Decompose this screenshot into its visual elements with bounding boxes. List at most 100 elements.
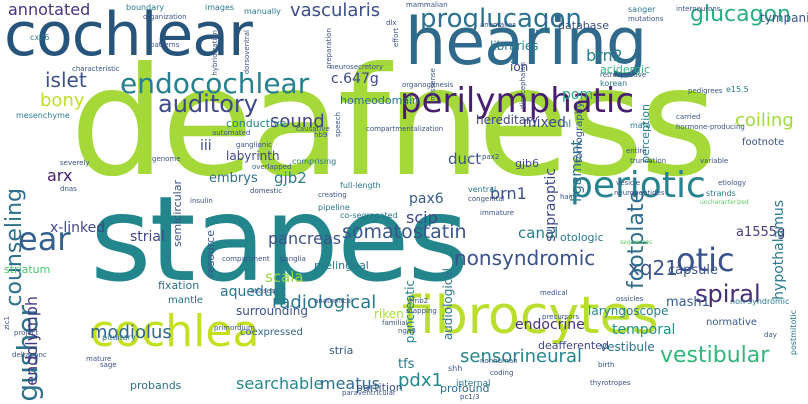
word-ngn3: ngn3 [398,327,416,335]
word-coding: coding [490,369,514,377]
word-hair: hair [560,193,574,201]
word-zic1: zic1 [3,316,11,330]
word-mammalian: mammalian [406,1,448,9]
word-stria: stria [329,344,354,357]
word-endocrine: endocrine [515,317,585,333]
word-pax2: pax2 [482,153,500,161]
word-searchable: searchable [236,374,324,393]
word-dlx: dlx [386,19,397,27]
word-images: images [205,3,235,12]
word-footnote: footnote [742,137,785,148]
word-mantle: mantle [168,295,204,306]
word-cochlea: cochlea [90,306,260,357]
word-duct: duct [448,150,482,168]
word-pedigrees: pedigrees [688,87,723,95]
word-pc1-3: pc1/3 [460,393,480,401]
word-non-syndromic: non-syndromic [730,297,790,306]
word-endocochlear: endocochlear [120,67,310,100]
word-somatostatin: somatostatin [342,221,467,243]
word-normative: normative [706,317,758,328]
word-sanger: sanger [628,5,656,14]
word-islet: islet [45,68,87,92]
word-full-length: full-length [340,181,381,190]
word-insulin: insulin [190,197,213,205]
word-striatum: striatum [4,263,51,276]
word-anatomical: anatomical [314,297,353,305]
word-mapping: mapping [406,307,437,315]
word-a1555g: a1555g [736,225,786,240]
word-patterns: patterns [150,41,180,49]
word-immature: immature [480,209,515,217]
word-tympani: tympani [760,11,808,25]
word-cx26: cx26 [30,33,50,42]
word-sound: sound [270,111,325,132]
word-nonsyndromic: nonsyndromic [454,246,596,270]
word-bony: bony [40,90,85,111]
word-ganglia: ganglia [280,255,306,263]
word-carried: carried [676,113,701,121]
word-iii: iii [200,138,212,154]
word-profound: profound [440,382,490,395]
word-automated: automated [212,129,251,137]
word-missense: missense [429,68,437,101]
word-pom: pom [562,87,594,103]
word-variable: variable [700,157,729,165]
word-scala: scala [265,268,304,286]
word-database: database [558,19,609,32]
word-coexpressed: coexpressed [240,327,303,338]
word-pipeline: pipeline [318,203,350,212]
word-pdx1: pdx1 [398,370,443,391]
word-periotic: periotic [570,165,706,206]
word-sequences: sequences [620,239,653,246]
word-brn2: brn2 [586,46,623,65]
word-thyrotropes: thyrotropes [590,379,631,387]
word-mutations: mutations [628,15,664,23]
word-libraries: libraries [490,39,539,53]
word-arx: arx [47,166,73,185]
word-conductive: conductive [226,117,287,130]
word-tomography: tomography [574,102,585,164]
word-counseling: counseling [2,188,27,307]
word-postmitotic: postmitotic [789,310,798,356]
word-creating: creating [318,191,347,199]
word-truncation: truncation [630,157,667,165]
word-strial: strial [130,229,165,245]
word-co-segregated: co-segregated [340,211,398,220]
word-sage: sage [100,361,117,369]
word-hormone-producing: hormone-producing [676,123,745,131]
word-hybridization: hybridization [211,30,219,76]
word-riken: riken [374,307,404,321]
word-vascularis: vascularis [290,0,381,21]
word-domestic: domestic [250,187,283,195]
word-pax6: pax6 [409,191,444,207]
word-congenital: congenital [468,195,505,203]
word-project: project [14,329,39,337]
word-dnas: dnas [60,185,77,193]
word-xq21: xq21 [628,256,678,280]
word-scip: scip [406,208,438,227]
word-c647g: c.647g [331,71,379,87]
word-cochlear: cochlear [4,0,253,70]
word-manually: manually [244,7,281,16]
word-ion: ion [510,60,529,74]
word-prelingual: prelingual [314,259,369,272]
word-pituitary: pituitary [102,333,136,342]
word-neuropeptides: neuropeptides [614,189,665,197]
word-mature: mature [86,355,112,363]
word-coiling: coiling [735,110,794,131]
word-paraventricular: paraventricular [342,389,396,397]
word-efnb2: efnb2 [408,297,429,305]
word-atlases: atlases [250,287,275,295]
word-glucagon: glucagon [690,2,791,27]
word-vestibular: vestibular [660,343,770,368]
word-embrys: embrys [209,171,258,186]
word-perilymphatic: perilymphatic [400,81,635,121]
word-hearing: hearing [405,5,647,80]
word-nonhuman: nonhuman [480,357,518,365]
word-surrounding: surrounding [236,304,308,318]
word-speech: speech [334,112,342,137]
word-supraoptic: supraoptic [543,168,559,242]
word-mafa: mafa [630,121,651,130]
word-severely: severely [60,159,90,167]
